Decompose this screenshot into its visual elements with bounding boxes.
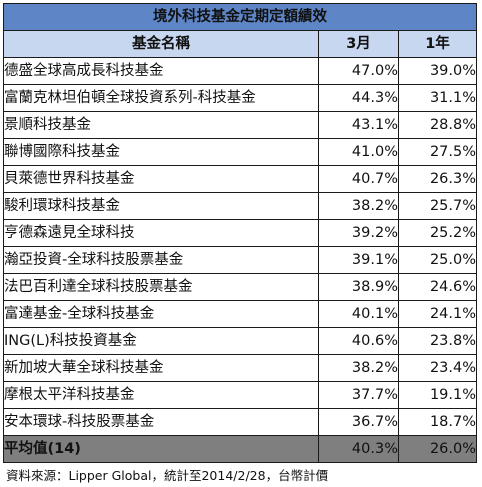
fund-performance-table: 境外科技基金定期定額績效 基金名稱 3月 1年 德盛全球高成長科技基金 47.0%…	[2, 3, 478, 463]
table-row: 富達基金-全球科技基金 40.1% 24.1%	[3, 300, 478, 328]
table-row: 瀚亞投資-全球科技股票基金 39.1% 25.0%	[3, 246, 478, 274]
table-row: 安本環球-科技股票基金 36.7% 18.7%	[3, 408, 478, 436]
return-3-month-cell: 39.1%	[318, 246, 399, 274]
fund-name-cell: 亨德森遠見全球科技	[3, 219, 319, 247]
fund-name-cell: ING(L)科技投資基金	[3, 327, 319, 355]
table-title-row: 境外科技基金定期定額績效	[2, 3, 478, 31]
return-1-year-cell: 23.4%	[397, 354, 478, 382]
table-row: 德盛全球高成長科技基金 47.0% 39.0%	[3, 57, 478, 85]
return-3-month-cell: 44.3%	[318, 84, 399, 112]
return-1-year-cell: 25.0%	[397, 246, 478, 274]
fund-name-cell: 摩根太平洋科技基金	[3, 381, 319, 409]
table-row: 新加坡大華全球科技基金 38.2% 23.4%	[3, 354, 478, 382]
return-3-month-cell: 38.2%	[318, 192, 399, 220]
fund-name-cell: 富達基金-全球科技基金	[3, 300, 319, 328]
return-3-month-cell: 40.1%	[318, 300, 399, 328]
average-1-year: 26.0%	[397, 435, 478, 463]
table-title: 境外科技基金定期定額績效	[2, 3, 478, 31]
return-3-month-cell: 40.6%	[318, 327, 399, 355]
fund-name-cell: 聯博國際科技基金	[3, 138, 319, 166]
return-1-year-cell: 24.1%	[397, 300, 478, 328]
table-row: 景順科技基金 43.1% 28.8%	[3, 111, 478, 139]
table-body: 德盛全球高成長科技基金 47.0% 39.0% 富蘭克林坦伯頓全球投資系列-科技基金 4…	[3, 57, 478, 436]
average-3-month: 40.3%	[318, 435, 399, 463]
return-1-year-cell: 25.7%	[397, 192, 478, 220]
header-fund-name: 基金名稱	[3, 30, 319, 58]
return-3-month-cell: 38.9%	[318, 273, 399, 301]
return-3-month-cell: 41.0%	[318, 138, 399, 166]
return-3-month-cell: 43.1%	[318, 111, 399, 139]
table-row: 聯博國際科技基金 41.0% 27.5%	[3, 138, 478, 166]
return-1-year-cell: 39.0%	[397, 57, 478, 85]
fund-name-cell: 貝萊德世界科技基金	[3, 165, 319, 193]
source-note: 資料來源：Lipper Global，統計至2014/2/28，台幣計價	[6, 468, 329, 483]
header-3-month: 3月	[318, 30, 399, 58]
fund-name-cell: 新加坡大華全球科技基金	[3, 354, 319, 382]
table-row: 法巴百利達全球科技股票基金 38.9% 24.6%	[3, 273, 478, 301]
fund-name-cell: 瀚亞投資-全球科技股票基金	[3, 246, 319, 274]
table-row: 亨德森遠見全球科技 39.2% 25.2%	[3, 219, 478, 247]
return-1-year-cell: 26.3%	[397, 165, 478, 193]
return-1-year-cell: 25.2%	[397, 219, 478, 247]
average-label: 平均值(14)	[3, 435, 319, 463]
table-row: ING(L)科技投資基金 40.6% 23.8%	[3, 327, 478, 355]
return-1-year-cell: 24.6%	[397, 273, 478, 301]
table-row: 富蘭克林坦伯頓全球投資系列-科技基金 44.3% 31.1%	[3, 84, 478, 112]
table-row: 貝萊德世界科技基金 40.7% 26.3%	[3, 165, 478, 193]
column-header-row: 基金名稱 3月 1年	[3, 30, 478, 58]
return-3-month-cell: 38.2%	[318, 354, 399, 382]
return-1-year-cell: 31.1%	[397, 84, 478, 112]
fund-name-cell: 富蘭克林坦伯頓全球投資系列-科技基金	[3, 84, 319, 112]
header-1-year: 1年	[397, 30, 478, 58]
fund-name-cell: 景順科技基金	[3, 111, 319, 139]
return-1-year-cell: 27.5%	[397, 138, 478, 166]
return-3-month-cell: 40.7%	[318, 165, 399, 193]
return-1-year-cell: 19.1%	[397, 381, 478, 409]
fund-name-cell: 法巴百利達全球科技股票基金	[3, 273, 319, 301]
return-3-month-cell: 39.2%	[318, 219, 399, 247]
return-3-month-cell: 47.0%	[318, 57, 399, 85]
return-3-month-cell: 37.7%	[318, 381, 399, 409]
average-row: 平均值(14) 40.3% 26.0%	[3, 435, 478, 463]
return-1-year-cell: 18.7%	[397, 408, 478, 436]
table-row: 駿利環球科技基金 38.2% 25.7%	[3, 192, 478, 220]
return-3-month-cell: 36.7%	[318, 408, 399, 436]
fund-name-cell: 安本環球-科技股票基金	[3, 408, 319, 436]
fund-name-cell: 德盛全球高成長科技基金	[3, 57, 319, 85]
table-row: 摩根太平洋科技基金 37.7% 19.1%	[3, 381, 478, 409]
return-1-year-cell: 23.8%	[397, 327, 478, 355]
fund-name-cell: 駿利環球科技基金	[3, 192, 319, 220]
return-1-year-cell: 28.8%	[397, 111, 478, 139]
